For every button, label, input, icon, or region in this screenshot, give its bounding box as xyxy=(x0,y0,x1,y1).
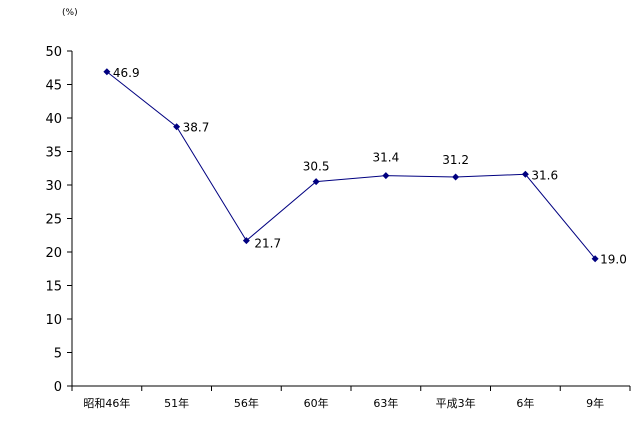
data-label: 19.0 xyxy=(600,253,627,267)
y-tick-label: 40 xyxy=(45,112,62,127)
x-tick-label: 平成3年 xyxy=(436,396,476,410)
data-label: 21.7 xyxy=(254,237,281,251)
x-axis-ticks: 昭和46年 51年 56年 60年 63年 平成3年 6年 9年 xyxy=(71,386,631,410)
y-tick-label: 25 xyxy=(45,213,62,228)
y-tick-label: 30 xyxy=(45,179,62,194)
data-point-marker xyxy=(382,172,390,180)
data-label: 38.7 xyxy=(183,121,210,135)
data-label: 30.5 xyxy=(303,160,330,174)
data-series: 46.9 38.7 21.7 30.5 31.4 31.2 31.6 19.0 xyxy=(103,66,627,267)
x-tick-label: 51年 xyxy=(164,396,189,410)
y-tick-label: 20 xyxy=(45,246,62,261)
y-tick-label: 15 xyxy=(45,280,62,295)
axes xyxy=(71,51,630,387)
data-point-marker xyxy=(242,237,250,245)
data-label: 31.2 xyxy=(442,153,469,167)
data-point-marker xyxy=(521,170,529,178)
y-axis-unit-label: (%) xyxy=(62,8,78,18)
data-point-marker xyxy=(591,255,599,263)
x-tick-label: 昭和46年 xyxy=(83,396,130,410)
y-tick-label: 0 xyxy=(54,380,62,395)
data-label: 31.4 xyxy=(373,151,400,165)
y-tick-label: 10 xyxy=(45,313,62,328)
y-tick-label: 50 xyxy=(45,45,62,60)
data-label: 31.6 xyxy=(531,168,558,182)
data-label: 46.9 xyxy=(113,66,140,80)
series-line xyxy=(106,71,596,260)
data-point-marker xyxy=(312,178,320,186)
data-point-marker xyxy=(452,173,460,181)
data-point-marker xyxy=(103,68,111,76)
x-tick-label: 9年 xyxy=(586,396,604,410)
y-axis-ticks: 0 5 10 15 20 25 30 35 40 45 50 xyxy=(45,45,72,395)
y-tick-label: 35 xyxy=(45,146,62,161)
x-tick-label: 60年 xyxy=(304,396,329,410)
y-tick-label: 5 xyxy=(54,347,62,362)
y-tick-label: 45 xyxy=(45,79,62,94)
data-point-marker xyxy=(173,123,181,131)
x-tick-label: 6年 xyxy=(516,396,534,410)
x-tick-label: 63年 xyxy=(373,396,398,410)
x-tick-label: 56年 xyxy=(234,396,259,410)
